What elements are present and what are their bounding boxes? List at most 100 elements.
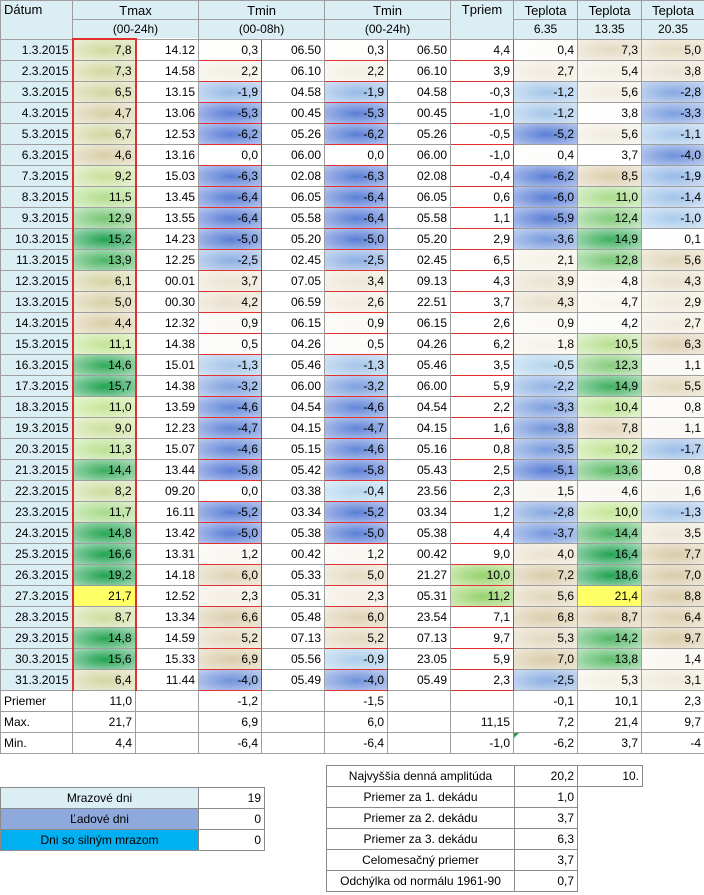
t3-value: -1,3 — [641, 501, 704, 523]
stat-tmax: 21,7 — [72, 711, 136, 733]
tpriem-value: 4,4 — [450, 522, 515, 544]
tmax-time: 00.30 — [135, 291, 199, 313]
tmin-08-value: -5,0 — [198, 522, 262, 544]
tmin-24-value: -5,2 — [324, 501, 389, 523]
date-cell: 22.3.2015 — [0, 480, 73, 502]
tmax-value: 6,4 — [71, 669, 137, 691]
tmin-24-time: 05.43 — [387, 459, 452, 481]
t3-value: -2,8 — [641, 81, 704, 103]
t3-value: -1,0 — [641, 207, 704, 229]
t2-value: 12,3 — [577, 354, 643, 376]
tmin-08-value: 1,2 — [198, 543, 262, 565]
tmax-value: 7,3 — [71, 60, 137, 82]
tmax-time: 13.15 — [135, 81, 199, 103]
tmin-24-time: 05.16 — [387, 438, 452, 460]
tmin-24-value: -6,3 — [324, 165, 389, 187]
stat-tmin-08-blank — [260, 690, 326, 712]
tmax-time: 14.59 — [135, 627, 199, 649]
t1-value: 1,5 — [513, 480, 579, 502]
t2-value: 10,5 — [577, 333, 643, 355]
t3-value: 1,1 — [641, 354, 704, 376]
tmax-value: 6,7 — [71, 123, 137, 145]
tmin-08-value: 0,0 — [198, 144, 262, 166]
tpriem-value: 2,3 — [450, 669, 515, 691]
t2-value: 4,8 — [577, 270, 643, 292]
tmin-08-time: 03.34 — [260, 501, 326, 523]
tmax-time: 14.38 — [135, 375, 199, 397]
t3-value: 9,7 — [641, 627, 704, 649]
tpriem-value: 5,9 — [450, 648, 515, 670]
t3-value: 3,1 — [641, 669, 704, 691]
tpriem-value: -0,4 — [450, 165, 515, 187]
tmax-value: 19,2 — [71, 564, 137, 586]
tmax-time: 13.59 — [135, 396, 199, 418]
table-row: 30.3.2015 15,6 15.33 6,9 05.56 -0,9 23.05 5,9 7,… — [0, 648, 704, 670]
summary-row: Celomesačný priemer 3,7 — [326, 849, 643, 871]
tmin-08-time: 07.13 — [260, 627, 326, 649]
tmin-08-time: 04.54 — [260, 396, 326, 418]
tpriem-value: -0,3 — [450, 81, 515, 103]
tmin-24-value: -0,9 — [324, 648, 389, 670]
tmin-24-time: 23.05 — [387, 648, 452, 670]
tmax-value: 14,4 — [71, 459, 137, 481]
stat-label: Max. — [0, 711, 73, 733]
stat-tmax-blank — [135, 732, 199, 754]
t2-value: 8,7 — [577, 606, 643, 628]
tmax-value: 14,6 — [71, 354, 137, 376]
summary-label: Odchýlka od normálu 1961-90 — [326, 870, 515, 892]
tmin-08-value: -6,2 — [198, 123, 262, 145]
t1-value: -5,9 — [513, 207, 579, 229]
tmax-time: 12.23 — [135, 417, 199, 439]
t3-value: 5,0 — [641, 38, 704, 61]
col-header-t1: Teplota — [513, 0, 579, 20]
tmin-08-value: -5,3 — [198, 102, 262, 124]
tmin-24-time: 05.26 — [387, 123, 452, 145]
stat-tmin-24-blank — [387, 711, 452, 733]
t1-value: 5,6 — [513, 585, 579, 607]
t2-value: 5,6 — [577, 81, 643, 103]
summary-value: 6,3 — [514, 828, 578, 850]
tmin-08-time: 00.42 — [260, 543, 326, 565]
stat-tpriem: 11,15 — [450, 711, 515, 733]
tmax-time: 14.38 — [135, 333, 199, 355]
tpriem-value: 3,5 — [450, 354, 515, 376]
tmax-time: 15.03 — [135, 165, 199, 187]
t3-value: -1,7 — [641, 438, 704, 460]
summary-label: Priemer za 3. dekádu — [326, 828, 515, 850]
tmin-08-time: 06.00 — [260, 144, 326, 166]
t2-value: 5,3 — [577, 669, 643, 691]
date-cell: 14.3.2015 — [0, 312, 73, 334]
t3-value: 3,5 — [641, 522, 704, 544]
tpriem-value: 4,4 — [450, 38, 515, 61]
date-cell: 12.3.2015 — [0, 270, 73, 292]
tmin-24-value: 3,4 — [324, 270, 389, 292]
stat-t3: 2,3 — [641, 690, 704, 712]
table-row: 5.3.2015 6,7 12.53 -6,2 05.26 -6,2 05.26 -0,5 -5… — [0, 123, 704, 145]
table-row: 27.3.2015 21,7 12.52 2,3 05.31 2,3 05.31 11,2 5,… — [0, 585, 704, 607]
table-row: 3.3.2015 6,5 13.15 -1,9 04.58 -1,9 04.58 -0,3 -1… — [0, 81, 704, 103]
t2-value: 3,7 — [577, 144, 643, 166]
tpriem-value: 11,2 — [450, 585, 515, 607]
stat-t1: -6,2 — [513, 732, 579, 754]
t1-value: 4,3 — [513, 291, 579, 313]
t1-value: -0,5 — [513, 354, 579, 376]
table-row: 29.3.2015 14,8 14.59 5,2 07.13 5,2 07.13 9,7 5,3… — [0, 627, 704, 649]
legend-row: Mrazové dni 19 — [0, 787, 265, 809]
stat-t3: -4 — [641, 732, 704, 754]
date-cell: 10.3.2015 — [0, 228, 73, 250]
t1-value: -2,5 — [513, 669, 579, 691]
t1-value: -1,2 — [513, 81, 579, 103]
table-row: 10.3.2015 15,2 14.23 -5,0 05.20 -5,0 05.20 2,9-… — [0, 228, 704, 250]
tmax-value: 15,2 — [71, 228, 137, 250]
tmin-24-time: 05.58 — [387, 207, 452, 229]
t2-value: 14,9 — [577, 228, 643, 250]
tmax-time: 15.07 — [135, 438, 199, 460]
table-row: 20.3.2015 11,3 15.07 -4,6 05.15 -4,6 05.16 0,8-… — [0, 438, 704, 460]
date-cell: 5.3.2015 — [0, 123, 73, 145]
tmin-24-time: 05.49 — [387, 669, 452, 691]
t1-value: -6,2 — [513, 165, 579, 187]
t2-value: 11,0 — [577, 186, 643, 208]
date-cell: 15.3.2015 — [0, 333, 73, 355]
t2-value: 13,8 — [577, 648, 643, 670]
stat-tmax: 4,4 — [72, 732, 136, 754]
